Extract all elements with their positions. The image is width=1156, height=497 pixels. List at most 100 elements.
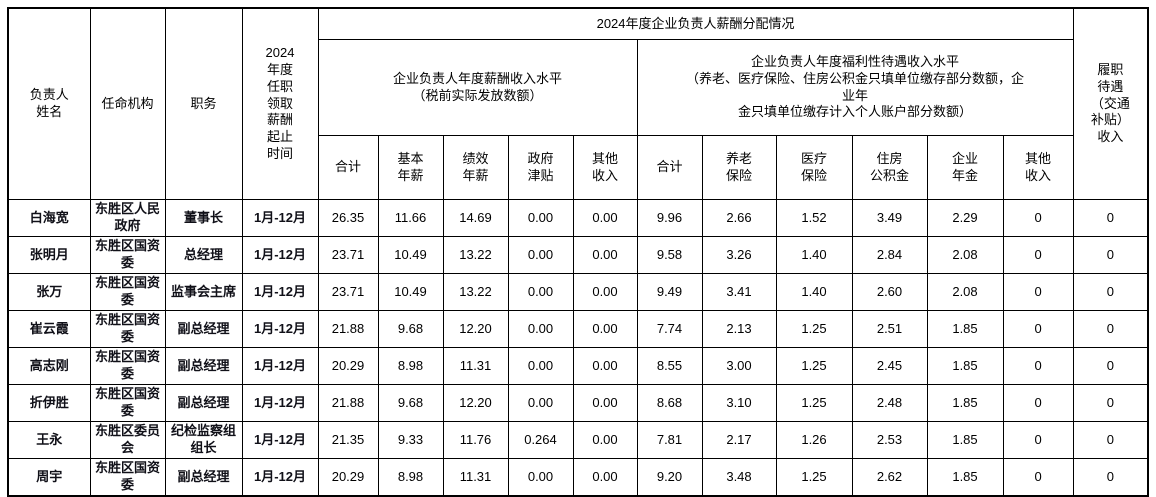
table-row: 张明月 东胜区国资委 总经理 1月-12月 23.71 10.49 13.22 … [7, 236, 1149, 274]
salary-total-cell: 21.88 [317, 384, 379, 422]
welfare-other-cell: 0 [1002, 236, 1074, 274]
medical-cell: 1.25 [775, 458, 853, 497]
duty-allowance-cell: 0 [1072, 384, 1149, 422]
other-income-cell: 0.00 [572, 421, 638, 459]
header-base-salary: 基本 年薪 [377, 135, 444, 200]
header-salary-group: 企业负责人年度薪酬收入水平 （税前实际发放数额） [317, 39, 638, 136]
salary-total-cell: 21.88 [317, 310, 379, 348]
other-income-cell: 0.00 [572, 236, 638, 274]
welfare-total-cell: 8.68 [636, 384, 703, 422]
agency-cell: 东胜区国资委 [89, 347, 166, 385]
welfare-other-cell: 0 [1002, 458, 1074, 497]
header-performance-salary: 绩效 年薪 [442, 135, 509, 200]
duty-allowance-cell: 0 [1072, 199, 1149, 237]
medical-cell: 1.25 [775, 384, 853, 422]
salary-table: 负责人 姓名 任命机构 职务 2024 年度 任职 领取 薪酬 起止 时间 20… [7, 7, 1150, 497]
gov-allowance-cell: 0.00 [507, 384, 574, 422]
name-cell: 张明月 [7, 236, 91, 274]
header-salary-total: 合计 [317, 135, 379, 200]
salary-total-cell: 23.71 [317, 273, 379, 311]
welfare-total-cell: 9.49 [636, 273, 703, 311]
base-salary-cell: 9.68 [377, 310, 444, 348]
base-salary-cell: 8.98 [377, 458, 444, 497]
period-cell: 1月-12月 [241, 199, 319, 237]
base-salary-cell: 9.68 [377, 384, 444, 422]
table-row: 崔云霞 东胜区国资委 副总经理 1月-12月 21.88 9.68 12.20 … [7, 310, 1149, 348]
welfare-other-cell: 0 [1002, 421, 1074, 459]
gov-allowance-cell: 0.00 [507, 273, 574, 311]
pension-cell: 3.00 [701, 347, 777, 385]
annuity-cell: 1.85 [926, 421, 1004, 459]
duty-allowance-cell: 0 [1072, 421, 1149, 459]
header-duty-allowance: 履职 待遇 （交通 补贴） 收入 [1072, 7, 1149, 200]
name-cell: 折伊胜 [7, 384, 91, 422]
table-row: 王永 东胜区委员会 纪检监察组 组长 1月-12月 21.35 9.33 11.… [7, 421, 1149, 459]
table-row: 周宇 东胜区国资委 副总经理 1月-12月 20.29 8.98 11.31 0… [7, 458, 1149, 497]
pension-cell: 3.10 [701, 384, 777, 422]
gov-allowance-cell: 0.264 [507, 421, 574, 459]
annuity-cell: 2.29 [926, 199, 1004, 237]
name-cell: 张万 [7, 273, 91, 311]
welfare-other-cell: 0 [1002, 199, 1074, 237]
performance-salary-cell: 11.76 [442, 421, 509, 459]
agency-cell: 东胜区国资委 [89, 310, 166, 348]
header-pension: 养老 保险 [701, 135, 777, 200]
name-cell: 崔云霞 [7, 310, 91, 348]
period-cell: 1月-12月 [241, 273, 319, 311]
table-row: 白海宽 东胜区人民政府 董事长 1月-12月 26.35 11.66 14.69… [7, 199, 1149, 237]
welfare-other-cell: 0 [1002, 384, 1074, 422]
table-title: 2024年度企业负责人薪酬分配情况 [317, 7, 1074, 40]
position-cell: 总经理 [164, 236, 243, 274]
header-gov-allowance: 政府 津贴 [507, 135, 574, 200]
position-cell: 纪检监察组 组长 [164, 421, 243, 459]
annuity-cell: 1.85 [926, 458, 1004, 497]
annuity-cell: 2.08 [926, 273, 1004, 311]
welfare-other-cell: 0 [1002, 347, 1074, 385]
salary-total-cell: 21.35 [317, 421, 379, 459]
header-agency: 任命机构 [89, 7, 166, 200]
position-cell: 副总经理 [164, 384, 243, 422]
welfare-other-cell: 0 [1002, 310, 1074, 348]
table-row: 张万 东胜区国资委 监事会主席 1月-12月 23.71 10.49 13.22… [7, 273, 1149, 311]
other-income-cell: 0.00 [572, 310, 638, 348]
performance-salary-cell: 12.20 [442, 384, 509, 422]
header-welfare-other: 其他 收入 [1002, 135, 1074, 200]
annuity-cell: 1.85 [926, 347, 1004, 385]
position-cell: 董事长 [164, 199, 243, 237]
medical-cell: 1.52 [775, 199, 853, 237]
header-welfare-total: 合计 [636, 135, 703, 200]
welfare-total-cell: 7.81 [636, 421, 703, 459]
pension-cell: 2.66 [701, 199, 777, 237]
name-cell: 白海宽 [7, 199, 91, 237]
housing-fund-cell: 2.84 [851, 236, 928, 274]
housing-fund-cell: 2.62 [851, 458, 928, 497]
period-cell: 1月-12月 [241, 384, 319, 422]
position-cell: 监事会主席 [164, 273, 243, 311]
base-salary-cell: 9.33 [377, 421, 444, 459]
duty-allowance-cell: 0 [1072, 347, 1149, 385]
name-cell: 王永 [7, 421, 91, 459]
position-cell: 副总经理 [164, 458, 243, 497]
gov-allowance-cell: 0.00 [507, 310, 574, 348]
welfare-total-cell: 8.55 [636, 347, 703, 385]
performance-salary-cell: 12.20 [442, 310, 509, 348]
name-cell: 高志刚 [7, 347, 91, 385]
table-body: 白海宽 东胜区人民政府 董事长 1月-12月 26.35 11.66 14.69… [7, 199, 1149, 497]
performance-salary-cell: 11.31 [442, 347, 509, 385]
gov-allowance-cell: 0.00 [507, 458, 574, 497]
performance-salary-cell: 13.22 [442, 236, 509, 274]
agency-cell: 东胜区国资委 [89, 236, 166, 274]
other-income-cell: 0.00 [572, 347, 638, 385]
header-welfare-group: 企业负责人年度福利性待遇收入水平 （养老、医疗保险、住房公积金只填单位缴存部分数… [636, 39, 1074, 136]
position-cell: 副总经理 [164, 310, 243, 348]
base-salary-cell: 8.98 [377, 347, 444, 385]
housing-fund-cell: 2.53 [851, 421, 928, 459]
pension-cell: 3.26 [701, 236, 777, 274]
annuity-cell: 1.85 [926, 384, 1004, 422]
agency-cell: 东胜区国资委 [89, 273, 166, 311]
welfare-total-cell: 9.96 [636, 199, 703, 237]
header-medical: 医疗 保险 [775, 135, 853, 200]
table-row: 折伊胜 东胜区国资委 副总经理 1月-12月 21.88 9.68 12.20 … [7, 384, 1149, 422]
base-salary-cell: 10.49 [377, 236, 444, 274]
header-housing-fund: 住房 公积金 [851, 135, 928, 200]
